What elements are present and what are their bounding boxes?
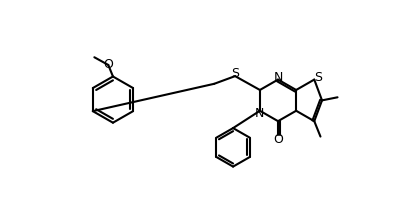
Text: O: O (103, 58, 113, 71)
Text: O: O (273, 133, 283, 146)
Text: N: N (255, 107, 265, 120)
Text: S: S (314, 71, 322, 84)
Text: S: S (231, 67, 239, 80)
Text: N: N (273, 71, 283, 84)
